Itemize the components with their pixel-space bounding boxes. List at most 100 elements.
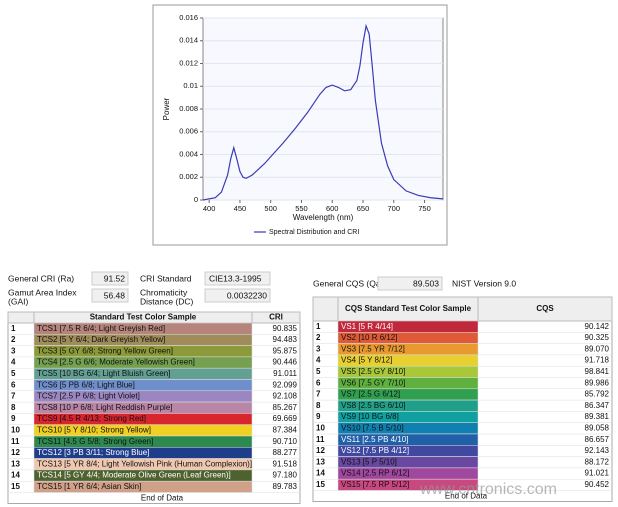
row-index: 6	[11, 380, 16, 389]
row-value: 86.347	[585, 401, 610, 410]
sample-name: TCS1 [7.5 R 6/4; Light Greyish Red]	[37, 324, 165, 333]
sample-name: TCS15 [1 YR 6/4; Asian Skin]	[37, 482, 141, 491]
y-tick-label: 0.002	[179, 172, 198, 181]
y-tick-label: 0.012	[179, 58, 198, 67]
sample-name: VS13 [5 P 5/10]	[341, 457, 397, 466]
row-value: 91.011	[273, 369, 297, 378]
row-value: 92.143	[585, 446, 610, 455]
row-index: 13	[11, 459, 20, 468]
sample-name: TCS13 [5 YR 8/4; Light Yellowish Pink (H…	[37, 459, 252, 468]
sample-name: VS5 [2.5 GY 8/10]	[341, 367, 405, 376]
row-value: 90.446	[273, 358, 298, 367]
x-tick-label: 550	[295, 204, 308, 213]
sample-name: TCS12 [3 PB 3/11; Strong Blue]	[37, 448, 149, 457]
column-header: CQS Standard Test Color Sample	[345, 304, 472, 313]
header-cell	[7, 311, 35, 324]
row-value: 90.142	[585, 322, 610, 331]
row-index: 2	[11, 335, 16, 344]
sample-name: TCS8 [10 P 6/8; Light Reddish Purple]	[37, 403, 173, 412]
x-tick-label: 500	[264, 204, 277, 213]
sample-name: TCS5 [10 BG 6/4; Light Bluish Green]	[37, 369, 170, 378]
label: General CQS (Qa)	[313, 278, 384, 288]
row-value: 92.108	[273, 392, 298, 401]
row-value: 89.986	[585, 378, 610, 387]
row-index: 15	[11, 482, 20, 491]
label: CRI Standard	[140, 273, 192, 283]
sample-name: VS7 [2.5 G 6/12]	[341, 390, 400, 399]
row-value: 89.381	[585, 412, 610, 421]
sample-name: VS6 [7.5 GY 7/10]	[341, 378, 405, 387]
y-tick-label: 0.01	[183, 81, 198, 90]
row-index: 12	[316, 446, 325, 455]
row-index: 15	[316, 480, 325, 489]
label: General CRI (Ra)	[8, 273, 74, 283]
row-index: 14	[11, 471, 20, 480]
row-value: 89.058	[585, 423, 610, 432]
row-index: 11	[316, 435, 325, 444]
sample-name: TCS14 [5 GY 4/4; Moderate Olive Green (L…	[37, 471, 231, 480]
row-index: 1	[316, 322, 321, 331]
sample-name: TCS7 [2.5 P 6/8; Light Violet]	[37, 392, 140, 401]
header-cell	[251, 311, 301, 324]
row-value: 69.669	[273, 414, 298, 423]
value-text: 89.503	[413, 278, 439, 288]
header-cell	[477, 296, 613, 322]
row-value: 85.792	[585, 390, 610, 399]
x-tick-label: 750	[418, 204, 431, 213]
sample-name: VS3 [7.5 YR 7/12]	[341, 344, 405, 353]
y-axis-title: Power	[162, 97, 171, 120]
sample-name: VS4 [5 Y 8/12]	[341, 356, 392, 365]
row-value: 95.875	[273, 346, 298, 355]
label: Distance (DC)	[140, 296, 194, 306]
sample-name: VS14 [2.5 RP 6/12]	[341, 469, 409, 478]
value-text: 0.0032230	[227, 290, 267, 300]
row-index: 14	[316, 469, 325, 478]
sample-name: TCS9 [4.5 R 4/13; Strong Red]	[37, 414, 146, 423]
value-box	[377, 276, 443, 291]
sample-name: VS11 [2.5 PB 4/10]	[341, 435, 408, 444]
legend-label: Spectral Distribution and CRI	[269, 229, 359, 236]
header-cell	[312, 296, 339, 322]
sample-name: VS12 [7.5 PB 4/12]	[341, 446, 409, 455]
row-index: 5	[11, 369, 16, 378]
row-value: 90.710	[273, 437, 298, 446]
sample-name: VS10 [7.5 B 5/10]	[341, 423, 404, 432]
row-index: 1	[11, 324, 16, 333]
row-index: 2	[316, 333, 321, 342]
sample-name: TCS6 [5 PB 6/8; Light Blue]	[37, 380, 135, 389]
row-index: 5	[316, 367, 321, 376]
row-index: 11	[11, 437, 20, 446]
sample-name: VS8 [2.5 BG 6/10]	[341, 401, 405, 410]
row-value: 91.718	[585, 356, 610, 365]
column-header: CQS	[536, 304, 554, 313]
value-text: 91.52	[104, 273, 126, 283]
row-value: 89.070	[585, 344, 610, 353]
table-footer: End of Data	[141, 494, 184, 503]
row-value: 90.325	[585, 333, 610, 342]
value-box	[91, 271, 129, 286]
row-index: 7	[316, 390, 321, 399]
y-tick-label: 0.004	[179, 149, 198, 158]
value-box	[91, 288, 129, 303]
sample-name: VS9 [10 BG 6/8]	[341, 412, 399, 421]
row-index: 4	[316, 356, 321, 365]
column-header: CRI	[269, 313, 283, 322]
value-text: 56.48	[104, 290, 126, 300]
row-value: 86.657	[585, 435, 610, 444]
row-value: 90.835	[273, 324, 298, 333]
row-value: 94.483	[273, 335, 298, 344]
sample-name: VS1 [5 R 4/14]	[341, 322, 393, 331]
sample-name: TCS11 [4.5 G 5/8; Strong Green]	[37, 437, 153, 446]
row-index: 6	[316, 378, 321, 387]
row-value: 85.267	[273, 403, 298, 412]
row-value: 88.172	[585, 457, 610, 466]
sample-name: TCS2 [5 Y 6/4; Dark Greyish Yellow]	[37, 335, 165, 344]
spectrum-line	[202, 23, 444, 201]
label: NIST Version 9.0	[452, 278, 516, 288]
row-value: 97.180	[273, 471, 298, 480]
x-tick-label: 450	[234, 204, 247, 213]
value-box	[204, 271, 271, 286]
y-tick-label: 0	[194, 195, 198, 204]
y-tick-label: 0.014	[179, 36, 198, 45]
x-tick-label: 400	[203, 204, 216, 213]
